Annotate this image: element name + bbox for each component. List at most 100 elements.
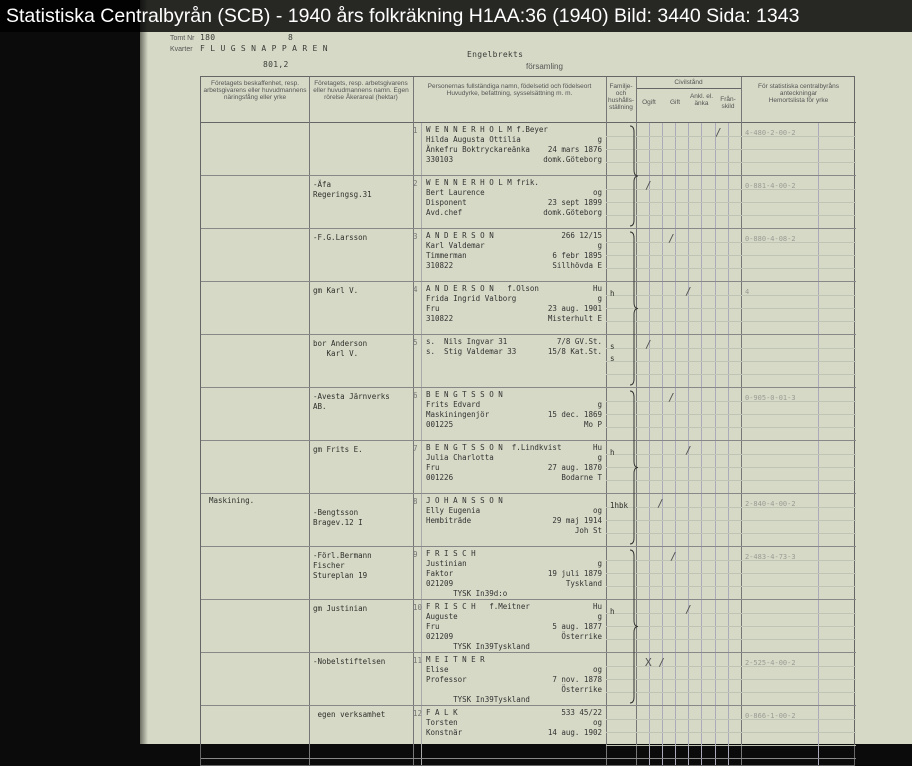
person-line-left: Konstnär: [426, 728, 463, 737]
person-cell: W E N N E R H O L M f.Beyer Hilda Augusta…: [426, 125, 602, 165]
parish-label: församling: [526, 62, 563, 71]
stat-code: 0-905-0-01-3: [745, 394, 796, 402]
person-line-left: Hilda Augusta Ottilia: [426, 135, 521, 144]
person-line-left: M E I T N E R: [426, 655, 485, 664]
tomt-label: Tomt Nr: [170, 35, 195, 42]
family-status: h: [610, 289, 615, 298]
row-number: 2: [413, 179, 418, 188]
person-line-right: Hu: [592, 284, 602, 293]
header-family: Familje- och hushålls-ställning: [606, 77, 636, 123]
employer-cell: bor Anderson Karl V.: [313, 339, 368, 358]
stat-code: 0-881-4-00-2: [745, 182, 796, 190]
person-line-left: Bert Laurence: [426, 188, 485, 197]
person-line-right: [598, 178, 602, 188]
person-line-right: [598, 655, 602, 665]
person-line-left: Hembiträde: [426, 516, 472, 525]
occupation-cell: Maskining.: [209, 496, 255, 505]
person-cell: J O H A N S S O N Elly Eugenia og Hembiträd…: [426, 496, 602, 536]
header-person: Personernas fullständiga namn, födelseti…: [413, 77, 606, 123]
stat-code: 2-483-4-73-3: [745, 553, 796, 561]
person-line-right: g: [597, 135, 602, 144]
row-number: 5: [413, 338, 418, 347]
person-line-right: 27 aug. 1870: [547, 463, 602, 472]
employer-cell: gm Karl V.: [313, 286, 359, 295]
civil-status-mark: /: [685, 603, 692, 616]
person-line-left: 001226: [426, 473, 454, 482]
family-status: h: [610, 607, 615, 616]
employer-cell: -Avesta Järnverks AB.: [313, 392, 390, 411]
person-line-right: g: [597, 612, 602, 621]
person-cell: M E I T N E R Elise og Professor 7 nov. 1878…: [426, 655, 602, 705]
person-line-left: TYSK In39d:o: [426, 589, 508, 598]
person-line-right: Österrike: [561, 685, 602, 694]
person-line-left: B E N G T S S O N: [426, 390, 503, 399]
person-line-right: og: [592, 665, 602, 674]
person-line-right: domk.Göteborg: [543, 208, 602, 217]
person-line-left: Elise: [426, 665, 449, 674]
person-line-left: 310822: [426, 314, 454, 323]
stat-code: 0-880-4-08-2: [745, 235, 796, 243]
header-gift: Gift: [662, 89, 688, 123]
header-employer: Företagets, resp. arbetsgivarens eller h…: [309, 77, 413, 123]
table-row: -Äfa Regeringsg.31 2 W E N N E R H O L M f…: [201, 176, 856, 229]
table-row: gm Karl V. 4 A N D E R S O N f.Olson Hu Frid…: [201, 282, 856, 335]
family-brace-mark: [629, 231, 639, 386]
person-line-right: og: [592, 506, 602, 515]
page-fold-shadow: [140, 0, 148, 744]
stat-code: 0-866-1-00-2: [745, 712, 796, 720]
header-stat-text: För statistiska centralbyråns anteckning…: [758, 83, 839, 97]
person-line-left: 021209: [426, 632, 454, 641]
person-line-left: Karl Valdemar: [426, 241, 485, 250]
tomt-value: 180: [200, 33, 216, 42]
person-line-right: [598, 549, 602, 559]
row-number: 4: [413, 285, 418, 294]
person-line-right: Hu: [592, 602, 602, 611]
person-line-right: 24 mars 1876: [547, 145, 602, 154]
civil-status-mark: /: [645, 338, 652, 351]
person-line-right: 533 45/22: [561, 708, 602, 717]
employer-cell: gm Frits E.: [313, 445, 363, 454]
person-line-right: og: [592, 718, 602, 727]
row-number: 6: [413, 391, 418, 400]
person-line-left: Disponent: [426, 198, 467, 207]
person-line-right: domk.Göteborg: [543, 155, 602, 164]
row-number: 10: [413, 603, 423, 612]
header-civil: Civilstånd: [636, 77, 741, 89]
person-line-right: 15 dec. 1869: [547, 410, 602, 419]
person-line-left: Änkefru Boktryckareänka: [426, 145, 530, 154]
table-row: -F.G.Larsson 3 A N D E R S O N 266 12/15 Kar…: [201, 229, 856, 282]
employer-cell: -Bengtsson Bragev.12 I: [313, 508, 363, 527]
row-number: 8: [413, 497, 418, 506]
table-row: bor Anderson Karl V. 5 s. Nils Ingvar 31 7/…: [201, 335, 856, 388]
person-line-right: Misterhult E: [547, 314, 602, 323]
page-code: 801,2: [263, 60, 289, 69]
kvarter-value: F L U G S N A P P A R E N: [200, 44, 328, 53]
person-line-left: Timmerman: [426, 251, 467, 260]
person-line-left: W E N N E R H O L M frik.: [426, 178, 539, 187]
table-row: egen verksamhet 12 F A L K 533 45/22 Torsten…: [201, 706, 856, 759]
person-line-right: og: [592, 188, 602, 197]
civil-status-mark: /: [670, 550, 677, 563]
family-status: h: [610, 448, 615, 457]
person-line-left: TYSK In39Tyskland: [426, 642, 530, 651]
row-number: 3: [413, 232, 418, 241]
stat-code: 4: [745, 288, 750, 296]
person-line-right: Mo P: [583, 420, 602, 429]
employer-cell: egen verksamhet: [313, 710, 386, 719]
header-stat: För statistiska centralbyråns anteckning…: [741, 77, 856, 123]
row-number: 9: [413, 550, 418, 559]
person-line-right: g: [597, 294, 602, 303]
stat-code: 4-480-2-00-2: [745, 129, 796, 137]
table-row: 1 W E N N E R H O L M f.Beyer Hilda August…: [201, 123, 856, 176]
person-line-right: [598, 642, 602, 652]
person-line-right: 7 nov. 1878: [552, 675, 602, 684]
person-line-left: A N D E R S O N: [426, 231, 494, 240]
person-line-right: Bodarne T: [561, 473, 602, 482]
table-row: gm Justinian 10 F R I S C H f.Meitner Hu Aug…: [201, 600, 856, 653]
header-occupation: Företagets beskaffenhet, resp. arbetsgiv…: [201, 77, 309, 123]
civil-status-mark: /: [668, 391, 675, 404]
employer-cell: gm Justinian: [313, 604, 368, 613]
person-line-right: Tyskland: [565, 579, 602, 588]
stat-code: 2-840-4-00-2: [745, 500, 796, 508]
person-line-left: Torsten: [426, 718, 458, 727]
